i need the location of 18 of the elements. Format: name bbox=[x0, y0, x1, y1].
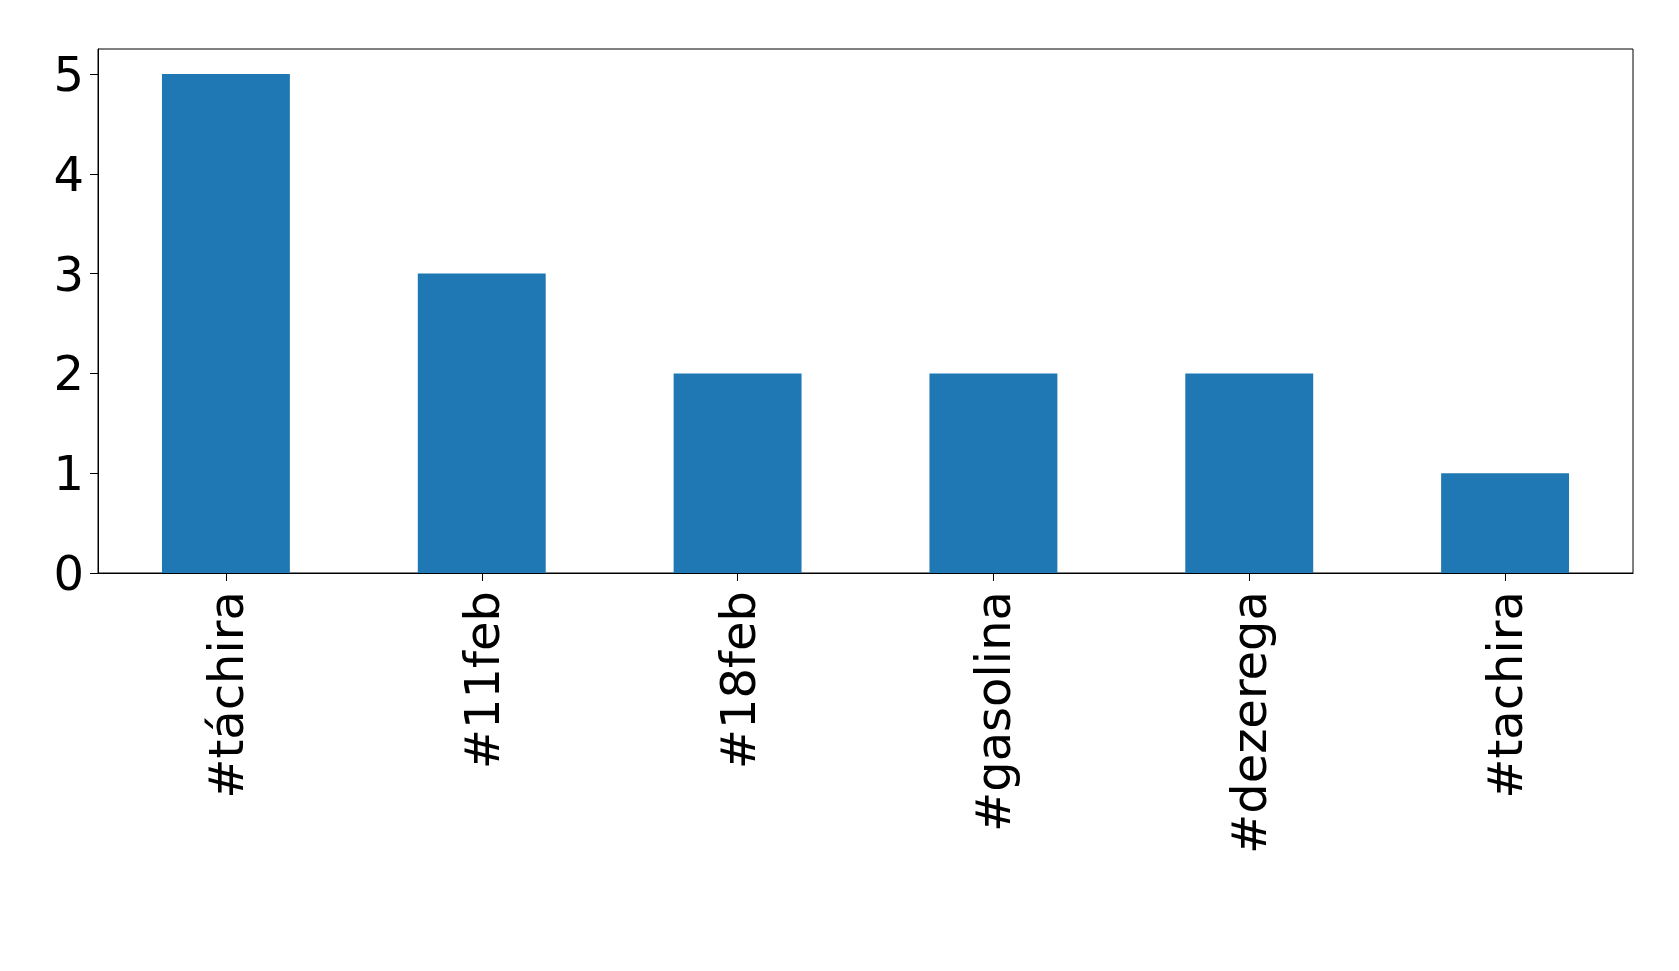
y-tick-label: 5 bbox=[53, 45, 84, 102]
bar bbox=[161, 73, 290, 573]
x-tick-label: #tachira bbox=[1477, 591, 1534, 799]
bar bbox=[673, 373, 802, 573]
bar bbox=[1185, 373, 1314, 573]
x-tick-label: #táchira bbox=[197, 591, 254, 799]
y-tick-label: 1 bbox=[53, 445, 84, 502]
y-tick-label: 2 bbox=[53, 345, 84, 402]
x-tick-label: #gasolina bbox=[965, 591, 1022, 832]
bar bbox=[1441, 473, 1570, 573]
y-tick-label: 3 bbox=[53, 245, 84, 302]
bar bbox=[929, 373, 1058, 573]
x-tick-label: #dezerega bbox=[1221, 591, 1278, 855]
x-tick-label: #18feb bbox=[709, 591, 766, 770]
x-tick-label: #11feb bbox=[453, 591, 510, 770]
bar bbox=[417, 273, 546, 573]
y-tick-label: 4 bbox=[53, 145, 84, 202]
y-tick-label: 0 bbox=[53, 545, 84, 601]
